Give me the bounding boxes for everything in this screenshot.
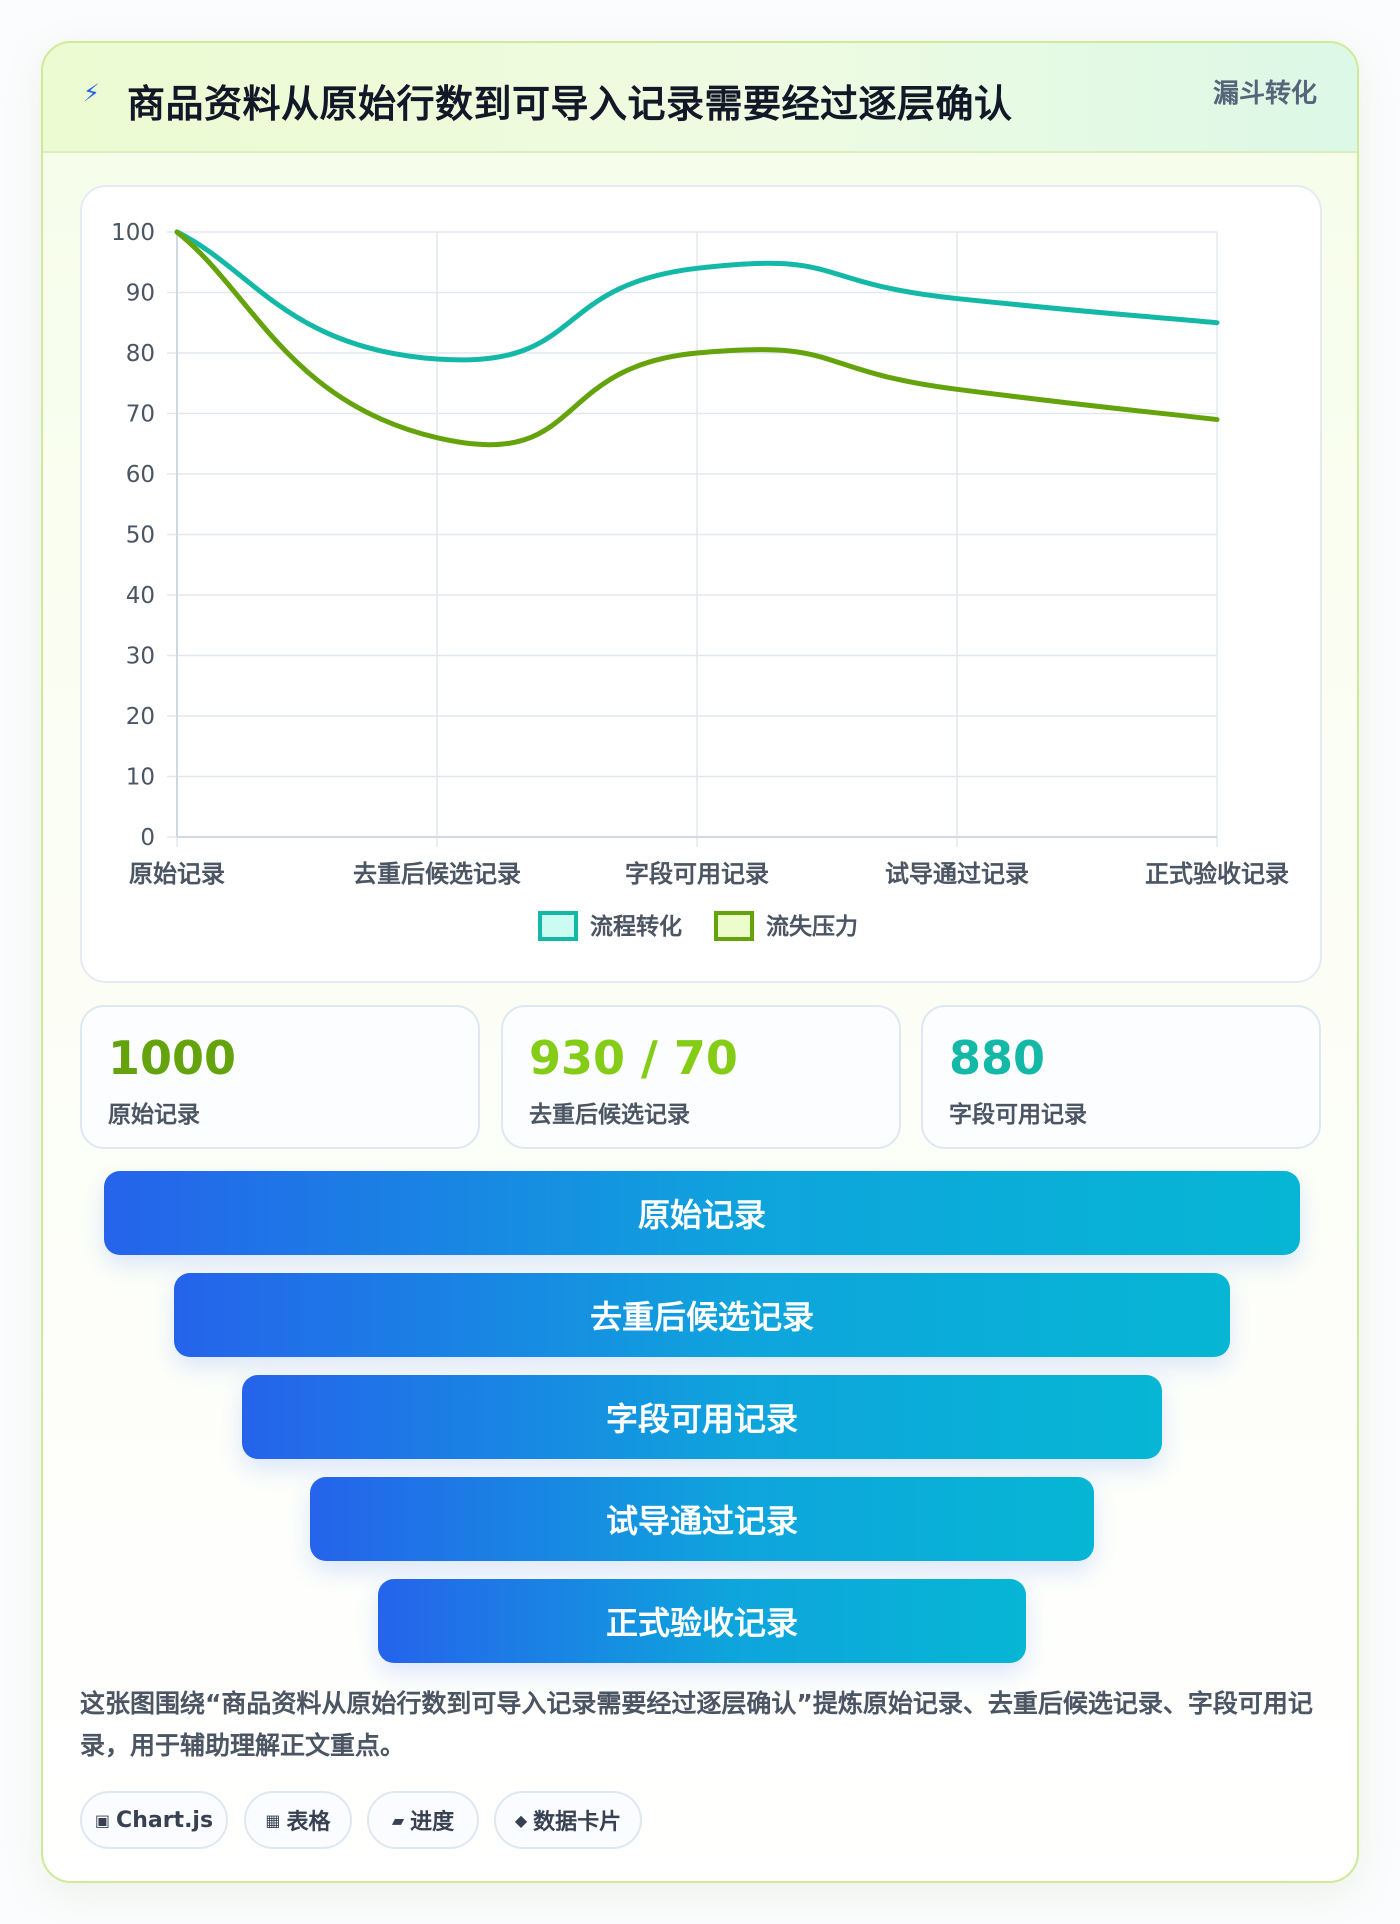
chart-icon: ▣ [94, 1810, 111, 1830]
chip-label: Chart.js [116, 1807, 214, 1833]
legend-swatch [538, 911, 578, 941]
chip-table[interactable]: ▦ 表格 [244, 1791, 352, 1849]
data-card-icon: ◆ [514, 1810, 528, 1830]
bolt-icon: ⚡ [83, 79, 100, 107]
stat-card-2: 930 / 70 去重后候选记录 [501, 1005, 901, 1149]
chart-card: ⚡ 商品资料从原始行数到可导入记录需要经过逐层确认 漏斗转化 0 10 20 30 40… [41, 41, 1359, 1883]
line-chart: 0 10 20 30 40 50 60 70 80 90 100 原始记录 去重后候选记录 字段可用记录 试… [111, 220, 1289, 941]
progress-icon: ▰ [391, 1810, 405, 1830]
stat-card-3: 880 字段可用记录 [921, 1005, 1321, 1149]
legend-label: 流程转化 [590, 913, 682, 940]
funnel-stage-5: 正式验收记录 [378, 1579, 1026, 1663]
legend-swatch [714, 911, 754, 941]
stat-card-1: 1000 原始记录 [80, 1005, 480, 1149]
y-tick-label: 30 [126, 644, 155, 670]
card-header: ⚡ 商品资料从原始行数到可导入记录需要经过逐层确认 漏斗转化 [43, 43, 1357, 153]
y-tick-label: 70 [126, 402, 155, 428]
x-tick-label: 字段可用记录 [625, 860, 769, 888]
x-tick-label: 试导通过记录 [885, 860, 1029, 888]
series-line-1 [174, 229, 1220, 363]
table-icon: ▦ [265, 1810, 281, 1830]
stat-value: 880 [949, 1031, 1046, 1085]
y-tick-label: 60 [126, 462, 155, 488]
y-tick-label: 0 [140, 825, 155, 851]
page-title: 商品资料从原始行数到可导入记录需要经过逐层确认 [127, 82, 1013, 126]
funnel-stage-4: 试导通过记录 [310, 1477, 1094, 1561]
stat-label: 字段可用记录 [949, 1102, 1087, 1128]
y-tick-label: 100 [111, 220, 155, 246]
chip-label: 进度 [410, 1810, 455, 1835]
series-line-2 [174, 229, 1220, 448]
chip-data-card[interactable]: ◆ 数据卡片 [494, 1791, 642, 1849]
line-chart-panel: 0 10 20 30 40 50 60 70 80 90 100 原始记录 去重后候选记录 字段可用记录 试… [80, 185, 1322, 983]
funnel-stage-2: 去重后候选记录 [174, 1273, 1230, 1357]
y-tick-label: 80 [126, 341, 155, 367]
chip-label: 表格 [286, 1810, 331, 1835]
y-tick-label: 20 [126, 704, 155, 730]
funnel-stage-1: 原始记录 [104, 1171, 1300, 1255]
chart-type-tag: 漏斗转化 [1212, 79, 1317, 109]
y-tick-label: 50 [126, 523, 155, 549]
y-tick-label: 90 [126, 281, 155, 307]
chip-label: 数据卡片 [533, 1810, 622, 1835]
stat-value: 930 / 70 [529, 1031, 738, 1085]
y-tick-label: 10 [126, 765, 155, 791]
chart-description: 这张图围绕“商品资料从原始行数到可导入记录需要经过逐层确认”提炼原始记录、去重后… [80, 1689, 1313, 1760]
x-tick-label: 原始记录 [129, 860, 225, 888]
chip-chartjs[interactable]: ▣ Chart.js [80, 1791, 228, 1849]
x-tick-label: 正式验收记录 [1145, 860, 1289, 888]
x-tick-label: 去重后候选记录 [353, 860, 521, 888]
legend-label: 流失压力 [766, 913, 858, 940]
stat-label: 原始记录 [108, 1102, 200, 1128]
stat-value: 1000 [108, 1031, 237, 1085]
stat-label: 去重后候选记录 [529, 1102, 690, 1128]
chip-progress[interactable]: ▰ 进度 [367, 1791, 479, 1849]
funnel-stage-3: 字段可用记录 [242, 1375, 1162, 1459]
y-tick-label: 40 [126, 583, 155, 609]
